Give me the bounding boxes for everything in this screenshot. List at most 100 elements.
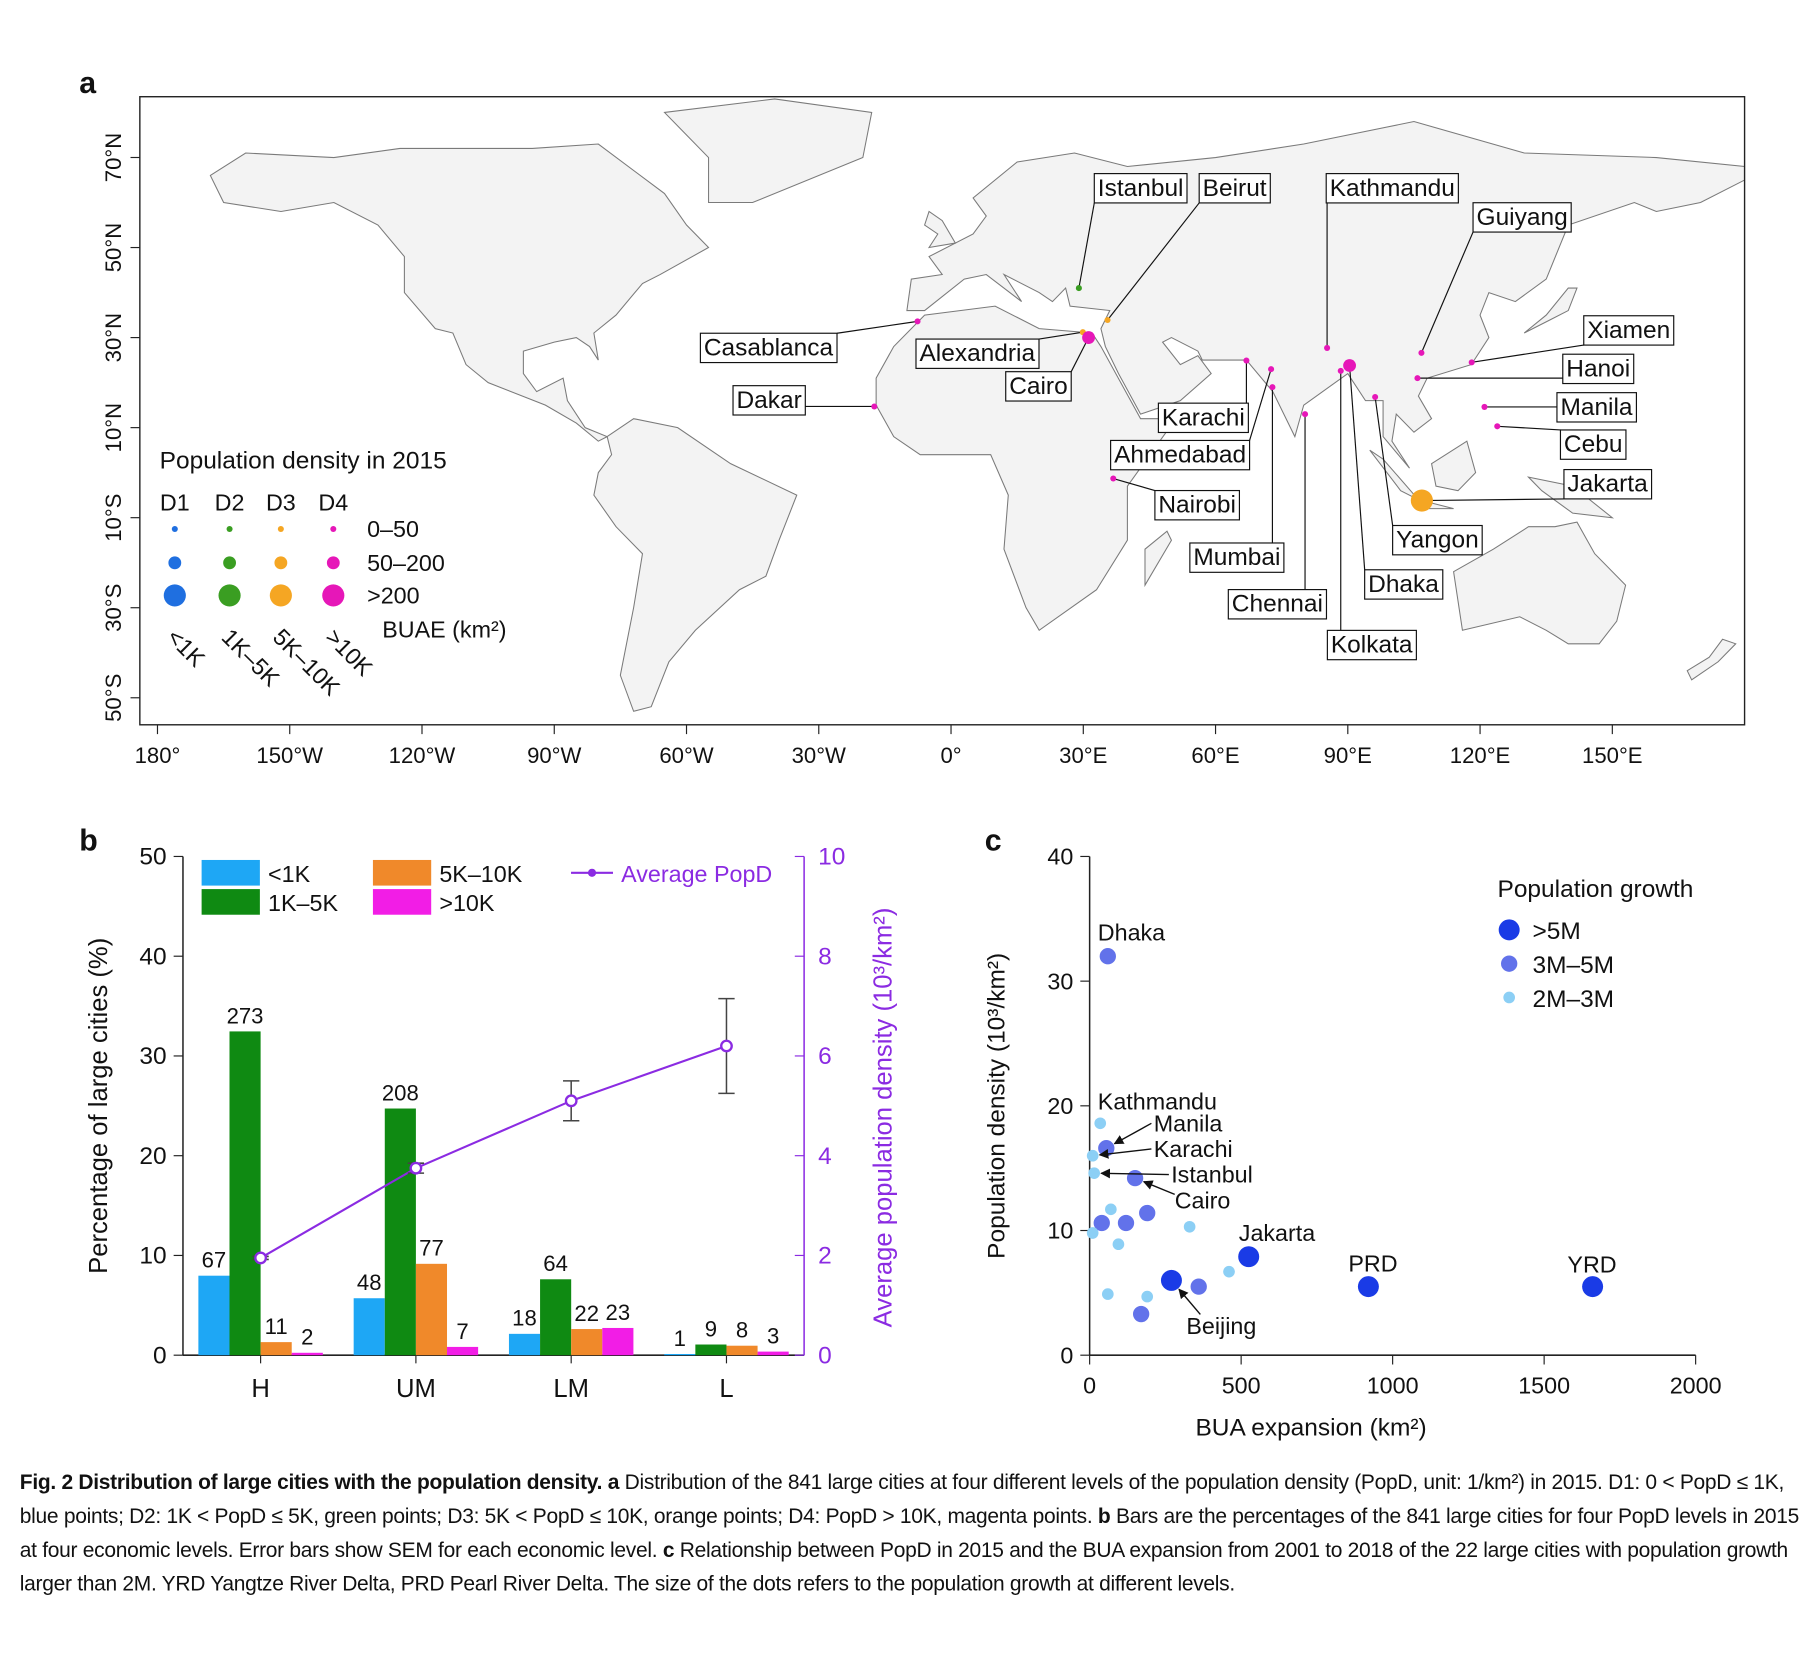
point: [1183, 1220, 1196, 1233]
point-label: Kathmandu: [1098, 1088, 1217, 1114]
legend-size: 0–50: [367, 516, 419, 542]
x-tick-label: 30°E: [1059, 743, 1107, 768]
x-tick-label: 180°: [135, 743, 181, 768]
legend-range: <1K: [162, 624, 210, 672]
legend-marker: [1498, 919, 1520, 941]
x-tick-label: 2000: [1670, 1373, 1722, 1399]
city-label-box: [732, 385, 806, 416]
city-dot: [1104, 317, 1111, 324]
city-dot: [1343, 359, 1356, 372]
city-leader: [1348, 365, 1366, 570]
bar: [540, 1279, 572, 1356]
legend-dot: [269, 584, 292, 607]
bar-count-label: 77: [419, 1236, 444, 1261]
caption-part: c: [662, 1538, 675, 1562]
x-tick-label: 0°: [940, 743, 961, 768]
y2-tick-label: 10: [818, 844, 845, 871]
y-tick-label: 40: [1047, 844, 1073, 870]
bar-count-label: 64: [543, 1251, 568, 1276]
city-label: Hanoi: [1566, 355, 1630, 382]
x-tick-label: 0: [1083, 1373, 1096, 1399]
point: [1105, 1203, 1117, 1216]
city-dot: [1481, 403, 1488, 410]
point-label: Cairo: [1175, 1187, 1231, 1213]
point: [1086, 1149, 1099, 1162]
point: [1112, 1238, 1125, 1251]
legend-label: >5M: [1532, 918, 1580, 945]
city-label-box: [1005, 371, 1072, 402]
y-tick-label: 50: [139, 844, 166, 871]
x-tick-label: 1000: [1367, 1373, 1419, 1399]
city-dot: [1243, 357, 1250, 364]
x-tick-label: 120°W: [389, 743, 456, 768]
land-shape: [663, 98, 873, 204]
city-leader: [1107, 202, 1200, 321]
legend-dot: [277, 525, 284, 533]
legend-title: Population density in 2015: [160, 447, 447, 474]
city-label: Cebu: [1564, 431, 1623, 458]
x-axis-title: BUA expansion (km²): [1195, 1415, 1426, 1442]
bar-count-label: 23: [606, 1300, 631, 1325]
legend-label: >10K: [439, 890, 495, 916]
city-dot: [871, 403, 878, 410]
city-label: Nairobi: [1158, 492, 1236, 519]
point: [1093, 1214, 1110, 1232]
bar-count-label: 9: [705, 1316, 717, 1341]
legend-class: D3: [266, 489, 296, 515]
city-label-box: [1472, 202, 1572, 233]
bar: [757, 1351, 789, 1356]
city-label: Dakar: [737, 387, 802, 414]
city-leader: [1249, 368, 1272, 441]
city-label-box: [1583, 315, 1675, 346]
city-label: Alexandria: [919, 340, 1035, 367]
city-label-box: [1562, 353, 1635, 385]
bar-panel: 0 10 20 30 40 50 0 2 4 6 8 10 Percentage of large ci…: [85, 844, 897, 1404]
city-label-box: [1227, 589, 1328, 620]
bar-count-label: 1: [674, 1326, 686, 1351]
city-dot: [1269, 384, 1276, 391]
legend-marker: [587, 868, 597, 877]
city-label: Ahmedabad: [1114, 442, 1246, 469]
city-label-box: [1392, 524, 1483, 556]
city-label-box: [1157, 402, 1249, 434]
bar-count-label: 3: [767, 1323, 779, 1348]
legend-dot: [330, 525, 337, 533]
bar-count-label: 67: [202, 1248, 227, 1273]
map-panel: 180° 150°W 120°W 90°W 60°W 30°W 0° 30°E 60°E 90°E…: [101, 96, 1746, 768]
y-tick-label: 50°S: [101, 674, 126, 722]
point: [1238, 1246, 1260, 1268]
point: [1086, 1227, 1099, 1239]
bar-count-label: 2: [301, 1325, 313, 1350]
city-label: Chennai: [1232, 591, 1323, 618]
x-tick-label: 120°E: [1450, 743, 1511, 768]
point-arrow: [1098, 1148, 1152, 1159]
city-label-box: [915, 338, 1040, 369]
city-label: Cairo: [1009, 373, 1067, 400]
point: [1126, 1169, 1144, 1187]
city-dot: [1324, 344, 1331, 351]
point-label: PRD: [1348, 1250, 1397, 1276]
point: [1117, 1214, 1135, 1232]
y-tick-label: 30: [139, 1043, 166, 1070]
legend-class: D1: [160, 489, 190, 515]
point-label: YRD: [1567, 1251, 1616, 1277]
city-label: Kathmandu: [1330, 175, 1455, 202]
caption-box: Fig. 2 Distribution of large cities with…: [20, 1471, 1800, 1596]
city-dot: [1268, 366, 1275, 373]
city-label-box: [1154, 489, 1241, 521]
city-label: Beirut: [1203, 175, 1267, 202]
bar-count-label: 18: [512, 1306, 537, 1331]
city-label: Kolkata: [1331, 632, 1413, 659]
map-frame: [139, 96, 1746, 726]
city-label-box: [1198, 173, 1271, 204]
city-label-box: [1364, 569, 1444, 600]
city-dot: [914, 318, 921, 325]
line-point: [564, 1094, 578, 1108]
point-label: Dhaka: [1098, 919, 1165, 945]
bar-count-label: 208: [382, 1080, 419, 1105]
y-tick-label: 10: [1047, 1218, 1073, 1244]
land-shape: [875, 305, 1177, 632]
city-label: Mumbai: [1193, 544, 1280, 571]
x-tick-label: 150°E: [1582, 743, 1643, 768]
